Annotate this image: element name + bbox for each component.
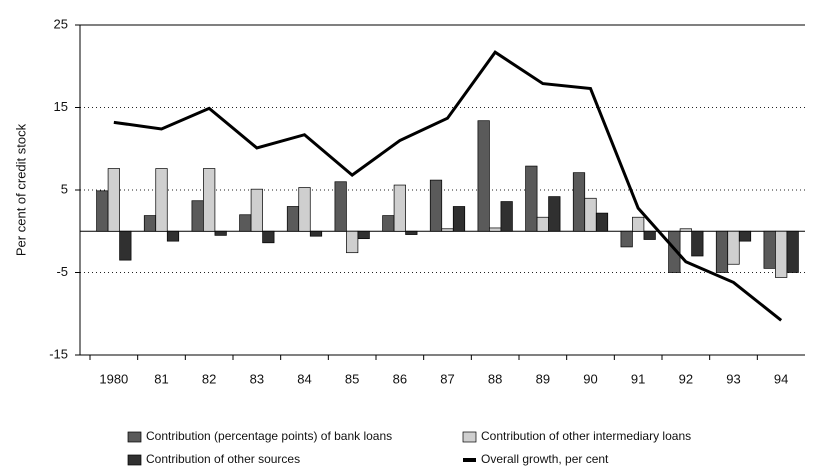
bar [239,214,252,232]
x-tick-label: 93 [726,371,740,386]
x-tick-label: 1980 [99,371,128,386]
y-axis-label: Per cent of credit stock [13,123,28,256]
x-tick-label: 91 [631,371,645,386]
x-tick-label: 84 [297,371,311,386]
bar [286,206,300,232]
legend-symbol [462,431,477,443]
bar [525,165,538,232]
legend-label: Contribution of other sources [146,452,300,466]
bar [298,187,311,232]
legend-label: Overall growth, per cent [481,452,609,466]
bar [620,230,633,248]
bar [536,216,549,232]
y-tick-label: 25 [54,16,68,31]
bar [96,190,109,232]
legend-symbol [127,454,142,466]
legend-label: Contribution of other intermediary loans [481,429,691,443]
bar [143,215,157,232]
y-tick-label: -15 [49,346,68,361]
y-tick-label: 5 [61,181,68,196]
x-tick-label: 88 [488,371,502,386]
line [113,50,783,322]
bar [191,200,204,232]
bar [643,230,656,240]
bar [214,230,227,236]
x-tick-label: 90 [583,371,597,386]
bar [738,230,752,242]
bar [405,230,418,235]
bar [107,168,120,232]
bar [357,230,370,240]
bar [572,172,586,232]
bar [763,230,776,269]
y-tick-label: 15 [54,99,68,114]
bar [691,230,704,257]
bar [393,184,406,232]
x-tick-label: 86 [393,371,407,386]
y-tick-label: -5 [56,264,68,279]
bar [595,212,609,232]
bar [584,197,597,232]
bar [775,230,788,278]
bar [309,230,323,237]
legend-symbol [127,431,142,443]
x-tick-label: 85 [345,371,359,386]
x-tick-label: 92 [679,371,693,386]
bar [668,230,681,273]
bar [786,230,799,273]
bar [346,230,359,254]
bar [262,230,275,244]
bar [452,206,466,232]
bar [679,228,692,232]
x-tick-label: 89 [536,371,550,386]
bar [203,168,216,232]
legend-label: Contribution (percentage points) of bank… [146,429,392,443]
bar [727,230,740,265]
bar [715,230,729,273]
bar [632,216,645,232]
x-tick-label: 82 [202,371,216,386]
x-tick-label: 94 [774,371,788,386]
bar [500,201,513,232]
bar [489,227,502,232]
bar [334,181,347,232]
bar [119,230,132,261]
x-tick-label: 83 [250,371,264,386]
bar [155,168,168,232]
bar [250,188,263,232]
bar [548,196,561,232]
bar [441,228,454,232]
x-tick-label: 87 [440,371,454,386]
bar [382,215,395,232]
bar [477,120,490,232]
x-tick-label: 81 [154,371,168,386]
bar [429,179,443,232]
bar [166,230,180,242]
